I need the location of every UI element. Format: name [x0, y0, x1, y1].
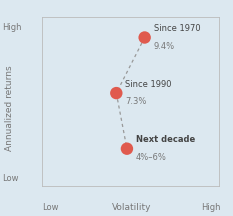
Text: Since 1990: Since 1990 — [125, 80, 172, 89]
Point — [143, 36, 147, 39]
Text: High: High — [201, 203, 220, 212]
Text: High: High — [2, 23, 22, 32]
Text: Low: Low — [42, 203, 58, 212]
Text: Volatility: Volatility — [112, 203, 151, 212]
Text: 7.3%: 7.3% — [125, 97, 147, 106]
Text: 9.4%: 9.4% — [154, 42, 175, 51]
Text: Annualized returns: Annualized returns — [5, 65, 14, 151]
Text: Next decade: Next decade — [136, 135, 195, 145]
Text: Since 1970: Since 1970 — [154, 24, 200, 33]
Point — [114, 91, 118, 95]
Text: Low: Low — [2, 173, 19, 183]
Point — [125, 147, 129, 150]
Text: 4%–6%: 4%–6% — [136, 153, 167, 162]
